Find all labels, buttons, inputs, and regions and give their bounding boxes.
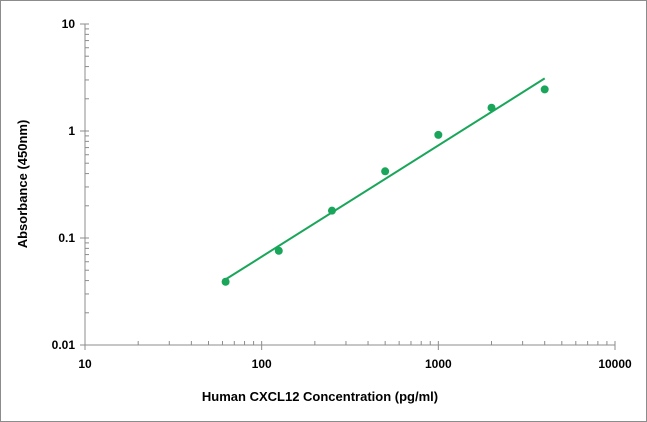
x-tick-label: 100 bbox=[252, 357, 272, 371]
data-point bbox=[487, 103, 496, 112]
data-point bbox=[327, 206, 336, 215]
y-tick-label: 1 bbox=[68, 124, 75, 138]
fit-line bbox=[225, 77, 546, 281]
x-tick-label: 10 bbox=[78, 357, 92, 371]
y-tick-label: 0.01 bbox=[52, 338, 76, 352]
x-tick-label: 1000 bbox=[425, 357, 452, 371]
data-point bbox=[434, 130, 443, 139]
y-tick-label: 0.1 bbox=[58, 231, 75, 245]
x-tick-label: 10000 bbox=[598, 357, 632, 371]
data-point bbox=[274, 246, 283, 255]
data-point bbox=[221, 277, 230, 286]
x-axis-title: Human CXCL12 Concentration (pg/ml) bbox=[202, 389, 438, 404]
axes bbox=[84, 24, 615, 346]
y-axis-title: Absorbance (450nm) bbox=[15, 120, 30, 249]
axis-tick-labels: 0.01 0.1 1 10 10 100 1000 10000 bbox=[52, 17, 632, 371]
data-points bbox=[221, 85, 549, 286]
fit-line-group bbox=[225, 77, 546, 281]
axis-ticks bbox=[80, 23, 616, 350]
y-tick-label: 10 bbox=[62, 17, 76, 31]
data-point bbox=[540, 85, 549, 94]
data-point bbox=[381, 167, 390, 176]
